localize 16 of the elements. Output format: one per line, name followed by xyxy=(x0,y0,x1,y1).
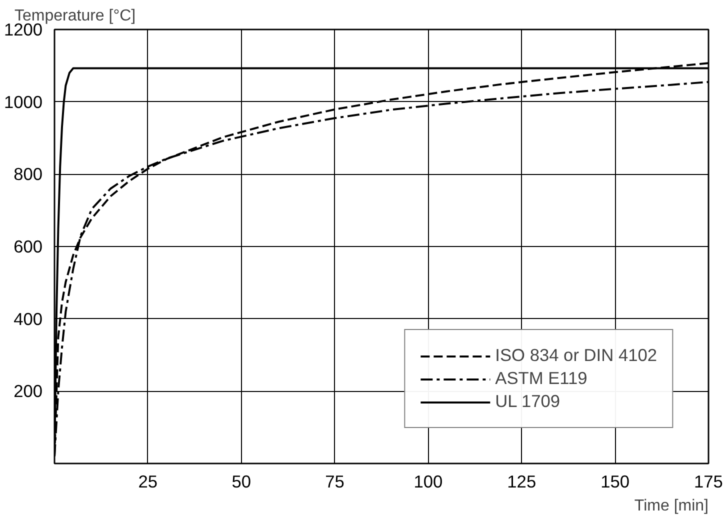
x-axis-title: Time [min] xyxy=(634,498,708,514)
x-tick-label: 175 xyxy=(694,472,723,492)
legend-label: ISO 834 or DIN 4102 xyxy=(495,345,657,366)
x-tick-label: 25 xyxy=(138,472,158,492)
x-tick-label: 150 xyxy=(600,472,630,492)
x-tick-label: 100 xyxy=(414,472,443,492)
legend-label: UL 1709 xyxy=(495,391,560,412)
x-tick-label: 50 xyxy=(232,472,251,492)
x-tick-label: 125 xyxy=(507,472,536,492)
x-tick-label: 75 xyxy=(325,472,344,492)
y-tick-label: 200 xyxy=(14,381,43,402)
y-tick-label: 1000 xyxy=(4,92,43,112)
y-tick-label: 400 xyxy=(14,308,43,329)
legend-label: ASTM E119 xyxy=(495,368,588,389)
y-tick-label: 800 xyxy=(14,164,43,184)
y-tick-label: 600 xyxy=(14,236,43,256)
